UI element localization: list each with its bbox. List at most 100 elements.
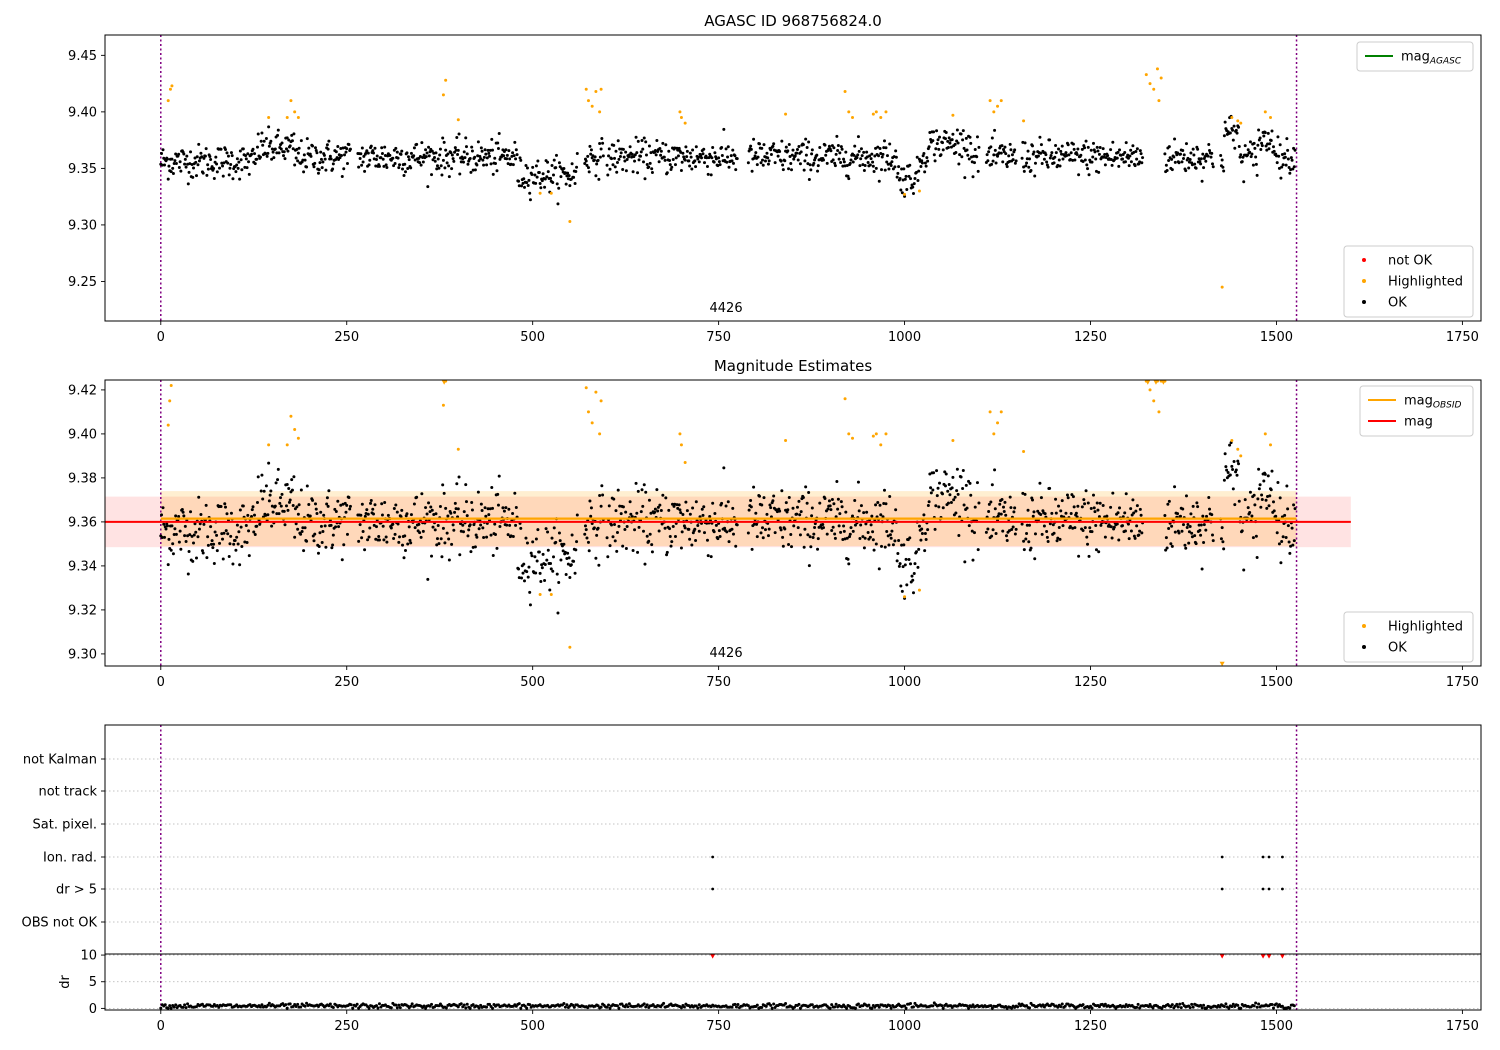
highlighted-point [170,84,174,88]
x-tick-label: 250 [334,675,359,690]
ok-point [1270,129,1274,133]
ok-point [616,139,620,143]
ok-point [1080,147,1084,151]
ok-point [427,154,431,158]
ok-point [213,530,217,534]
ok-point [506,533,510,537]
ok-point [843,164,847,168]
ok-point [816,547,820,551]
highlighted-point [267,443,271,447]
x-tick-label: 1500 [1260,1019,1293,1034]
ok-point [1167,158,1171,162]
ok-point [683,526,687,530]
ok-point [478,154,482,158]
dr-point [367,1006,371,1010]
ok-point [1026,508,1030,512]
ok-point [365,149,369,153]
ok-point [480,508,484,512]
dr-point [1103,1002,1107,1006]
ok-point [920,532,924,536]
ok-point [543,578,547,582]
ok-point [780,489,784,493]
ok-point [1260,498,1264,502]
ok-point [1181,507,1185,511]
ok-point [846,174,850,178]
ok-point [795,505,799,509]
ok-point [880,168,884,172]
ok-point [1052,161,1056,165]
ok-point [836,507,840,511]
ok-point [224,529,228,533]
ok-point [1022,165,1026,169]
ok-point [383,145,387,149]
ok-point [1263,131,1267,135]
dr-point [608,1006,612,1010]
dr-point [797,1002,801,1006]
ok-point [525,570,529,574]
ok-point [808,535,812,539]
ok-point [871,530,875,534]
ok-point [475,535,479,539]
ok-point [1033,161,1037,165]
ok-point [1260,144,1264,148]
ok-point [836,497,840,501]
ok-point [363,548,367,552]
ok-point [702,505,706,509]
ok-point [1279,561,1283,565]
ok-point [264,137,268,141]
ok-point [319,524,323,528]
ok-point [1030,144,1034,148]
ok-point [524,536,528,540]
ok-point [405,151,409,155]
ok-point [653,510,657,514]
ok-point [1277,542,1281,546]
ok-point [295,147,299,151]
ok-point [567,556,571,560]
ok-point [466,162,470,166]
ok-point [685,149,689,153]
highlighted-point [784,439,788,442]
ok-point [1086,501,1090,505]
ok-point [992,153,996,157]
ok-point [1109,148,1113,152]
ok-point [900,191,904,195]
ok-point [1291,167,1295,171]
dr-point [562,1001,566,1005]
ok-point [438,147,442,151]
ok-point [759,161,763,165]
ok-point [830,528,834,532]
ok-point [630,515,634,519]
ok-point [508,523,512,527]
ok-point [1173,485,1177,489]
ok-point [331,167,335,171]
ok-point [924,538,928,542]
ok-point [171,542,175,546]
ok-point [442,140,446,144]
ok-point [1195,501,1199,505]
ok-point [229,534,233,538]
ok-point [165,524,169,528]
ok-point [783,159,787,163]
ok-point [344,150,348,154]
dr-point [736,1002,740,1006]
ok-point [1208,507,1212,511]
ok-point [863,536,867,540]
ok-point [259,489,263,493]
ok-point [661,493,665,497]
ok-point [273,147,277,151]
ok-point [375,154,379,158]
ok-point [1094,548,1098,552]
ok-point [810,152,814,156]
ok-point [859,147,863,151]
ok-point [1024,164,1028,168]
ok-point [926,159,930,163]
ok-point [939,153,943,157]
ok-point [636,550,640,554]
ok-point [186,572,190,576]
ok-point [1233,503,1237,507]
ok-point [706,554,710,558]
ok-point [522,562,526,566]
ok-point [552,555,556,559]
ok-point [797,145,801,149]
ok-point [907,174,911,178]
